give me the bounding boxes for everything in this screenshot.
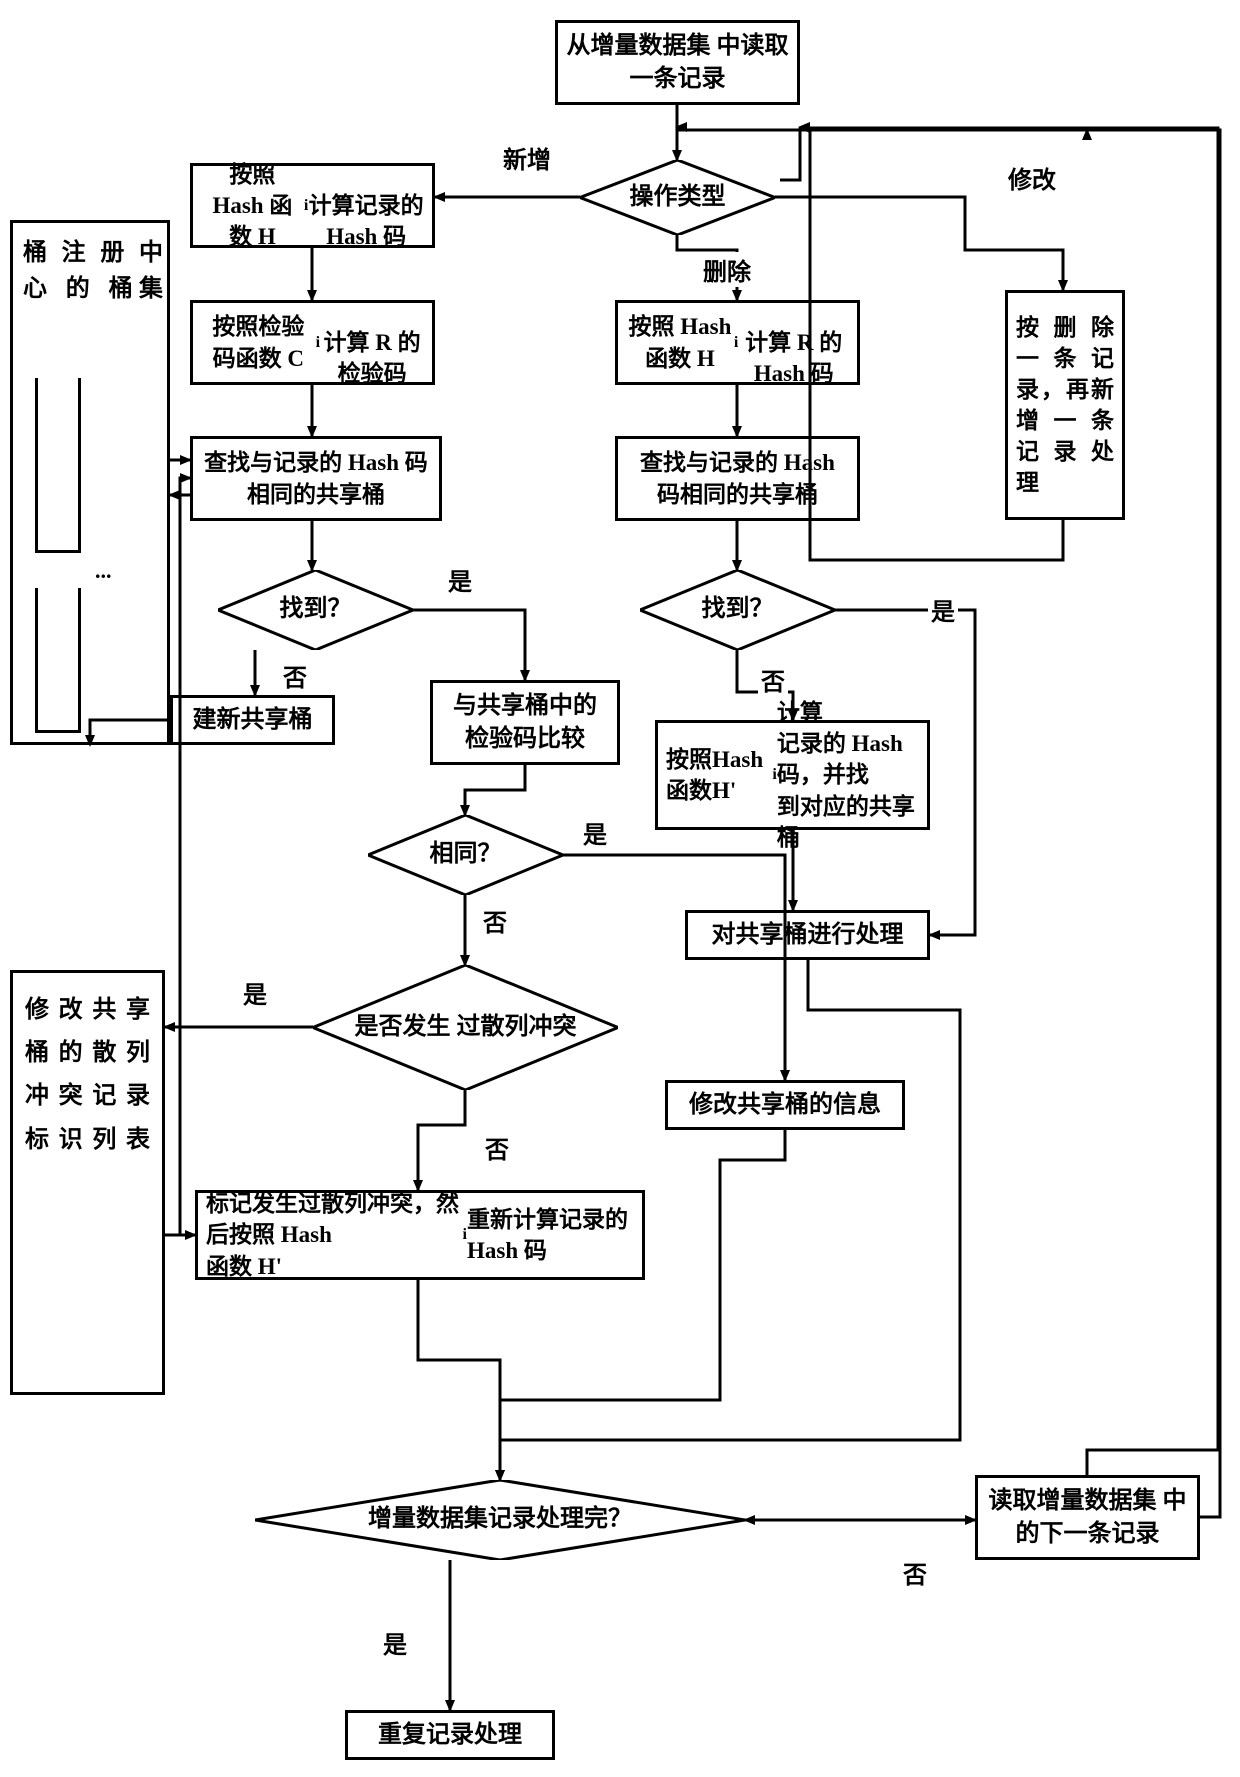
node-start: 从增量数据集 中读取一条记录 (555, 20, 800, 105)
node-del-hash: 按照 Hash 函数 Hi计算 R 的 Hash 码 (615, 300, 860, 385)
label-done-no: 否 (900, 1555, 930, 1590)
diamond-op-type: 操作类型 (580, 160, 775, 235)
label-found2-yes: 是 (928, 592, 958, 627)
node-new-bucket: 建新共享桶 (170, 695, 335, 745)
diamond-found-2: 找到？ (640, 570, 835, 650)
diamond-found-1: 找到？ (218, 570, 413, 650)
node-new-check: 按照检验码函数 Ci计算 R 的检验码 (190, 300, 435, 385)
label-found2-no: 否 (758, 662, 788, 697)
node-modify-path: 按 删 除 一 条 记 录，再新 增 一 条 记 录 处 理 (1005, 290, 1125, 520)
label-done-yes: 是 (380, 1625, 410, 1660)
label-found1-yes: 是 (445, 562, 475, 597)
diamond-done: 增量数据集记录处理完？ (255, 1480, 745, 1560)
node-process-bucket: 对共享桶进行处理 (685, 910, 930, 960)
node-compare: 与共享桶中的 检验码比较 (430, 680, 620, 765)
label-same-no: 否 (480, 903, 510, 938)
node-new-find: 查找与记录的 Hash 码相同的共享桶 (190, 436, 442, 521)
node-del-find: 查找与记录的 Hash 码相同的共享桶 (615, 436, 860, 521)
node-new-hash: 按照 Hash 函数 Hi计算记录的 Hash 码 (190, 163, 435, 248)
label-found1-no: 否 (280, 658, 310, 693)
label-conflict-no: 否 (482, 1130, 512, 1165)
diamond-conflict: 是否发生 过散列冲突 (313, 965, 618, 1090)
bucket-registry: 桶 注 册 中 心 的 桶集 ... (10, 220, 170, 745)
label-same-yes: 是 (580, 815, 610, 850)
label-new: 新增 (500, 140, 554, 175)
label-modify: 修改 (1005, 160, 1059, 195)
node-del-hash2: 按照Hash函数H'i计算记录的 Hash 码，并找到对应的共享桶 (655, 720, 930, 830)
conflict-list: 修 改 共 享 桶 的 散 列 冲 突 记 录 标 识 列 表 (10, 970, 165, 1395)
node-next-record: 读取增量数据集 中的下一条记录 (975, 1475, 1200, 1560)
node-mark-conflict: 标记发生过散列冲突，然后按照 Hash函数 H'i 重新计算记录的 Hash 码 (195, 1190, 645, 1280)
label-delete: 删除 (700, 252, 754, 287)
node-modify-info: 修改共享桶的信息 (665, 1080, 905, 1130)
node-dup-process: 重复记录处理 (345, 1710, 555, 1760)
label-conflict-yes: 是 (240, 975, 270, 1010)
diamond-same: 相同？ (368, 815, 563, 895)
